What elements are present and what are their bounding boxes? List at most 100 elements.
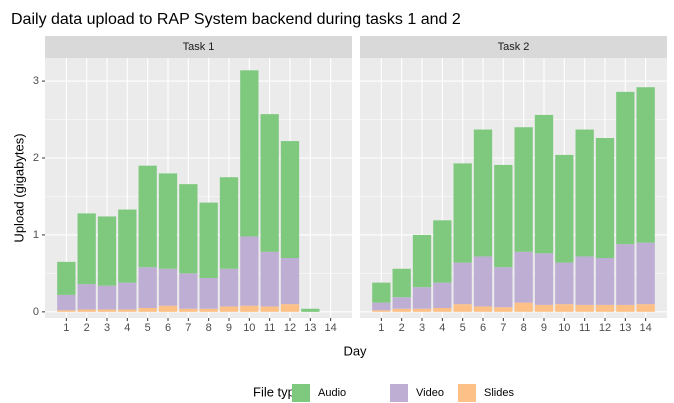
bar-segment xyxy=(138,165,157,268)
x-tick-label: 12 xyxy=(284,322,296,334)
bar-segment xyxy=(372,282,391,303)
x-tick-label: 4 xyxy=(124,322,130,334)
bar-segment xyxy=(179,308,198,312)
bar-segment xyxy=(372,302,391,311)
bar-segment xyxy=(138,308,157,312)
bar-segment xyxy=(280,304,300,312)
bar-segment xyxy=(575,129,594,257)
bar-segment xyxy=(280,141,300,258)
bar-segment xyxy=(392,268,411,298)
bar-segment xyxy=(260,306,279,312)
bar-segment xyxy=(280,258,300,305)
y-tick-label: 0 xyxy=(33,306,39,318)
x-tick-label: 14 xyxy=(325,322,337,334)
x-tick-label: 12 xyxy=(599,322,611,334)
bar-segment xyxy=(616,244,635,305)
bar-segment xyxy=(412,234,432,288)
bar-segment xyxy=(219,268,239,307)
x-tick-label: 1 xyxy=(63,322,69,334)
bar-segment xyxy=(494,307,513,312)
x-tick-label: 7 xyxy=(185,322,191,334)
x-tick-label: 13 xyxy=(304,322,316,334)
bar-segment xyxy=(219,177,239,269)
bar-segment xyxy=(555,262,574,305)
bar-segment xyxy=(453,262,472,305)
bar-segment xyxy=(514,127,533,252)
bar-segment xyxy=(494,267,513,308)
strip-label: Task 1 xyxy=(183,41,215,53)
x-tick-label: 14 xyxy=(640,322,652,334)
x-tick-label: 2 xyxy=(84,322,90,334)
strip xyxy=(360,36,667,58)
y-tick-label: 1 xyxy=(33,229,39,241)
bar-segment xyxy=(595,258,615,305)
bar-segment xyxy=(555,304,574,312)
bar-segment xyxy=(514,251,533,303)
bar-segment xyxy=(240,305,259,312)
bar-segment xyxy=(118,309,137,312)
x-tick-label: 8 xyxy=(521,322,527,334)
chart-title: Daily data upload to RAP System backend … xyxy=(11,11,461,28)
bar-segment xyxy=(260,114,279,252)
bar-segment xyxy=(57,310,76,312)
bar-segment xyxy=(453,304,472,312)
x-tick-label: 13 xyxy=(619,322,631,334)
bar-segment xyxy=(473,256,493,307)
bar-segment xyxy=(199,308,218,312)
bar-segment xyxy=(473,306,493,312)
bar-segment xyxy=(97,216,117,286)
legend-label: Audio xyxy=(318,387,346,399)
x-tick-label: 9 xyxy=(226,322,232,334)
bar-segment xyxy=(158,305,178,312)
bar-segment xyxy=(575,256,594,305)
bar-segment xyxy=(77,284,96,310)
x-tick-label: 11 xyxy=(579,322,590,334)
legend-key xyxy=(458,384,476,402)
x-tick-label: 9 xyxy=(541,322,547,334)
bar-segment xyxy=(57,294,76,311)
panel xyxy=(45,58,352,318)
x-tick-label: 2 xyxy=(399,322,405,334)
bar-segment xyxy=(57,261,76,295)
bar-segment xyxy=(636,304,655,312)
bar-segment xyxy=(433,282,452,308)
bar-segment xyxy=(453,163,472,263)
bar-segment xyxy=(240,70,259,237)
bar-segment xyxy=(77,213,96,285)
bar-segment xyxy=(494,164,513,268)
bar-segment xyxy=(534,253,554,305)
bar-segment xyxy=(595,138,615,258)
bar-segment xyxy=(372,310,391,312)
x-tick-label: 7 xyxy=(500,322,506,334)
x-tick-label: 8 xyxy=(206,322,212,334)
bar-segment xyxy=(392,308,411,312)
x-tick-label: 3 xyxy=(104,322,110,334)
bar-segment xyxy=(158,268,178,306)
bar-segment xyxy=(260,251,279,307)
legend-key xyxy=(390,384,408,402)
bar-segment xyxy=(433,308,452,312)
x-tick-label: 11 xyxy=(264,322,275,334)
bar-segment xyxy=(636,242,655,305)
strip-label: Task 2 xyxy=(498,41,530,53)
bar-segment xyxy=(179,273,198,309)
bar-segment xyxy=(534,304,554,312)
x-tick-label: 5 xyxy=(460,322,466,334)
x-tick-label: 5 xyxy=(145,322,151,334)
bar-segment xyxy=(301,308,320,312)
bar-segment xyxy=(514,302,533,312)
bar-segment xyxy=(412,308,432,312)
legend-label: Slides xyxy=(484,387,514,399)
x-axis-title: Day xyxy=(343,343,367,358)
bar-segment xyxy=(199,202,218,278)
x-tick-label: 4 xyxy=(439,322,445,334)
y-tick-label: 2 xyxy=(33,152,39,164)
x-tick-label: 6 xyxy=(165,322,171,334)
bar-segment xyxy=(616,304,635,312)
x-tick-label: 10 xyxy=(558,322,570,334)
bar-segment xyxy=(219,306,239,312)
bar-segment xyxy=(158,173,178,269)
bar-segment xyxy=(97,285,117,310)
bar-segment xyxy=(636,87,655,243)
x-tick-label: 10 xyxy=(243,322,255,334)
